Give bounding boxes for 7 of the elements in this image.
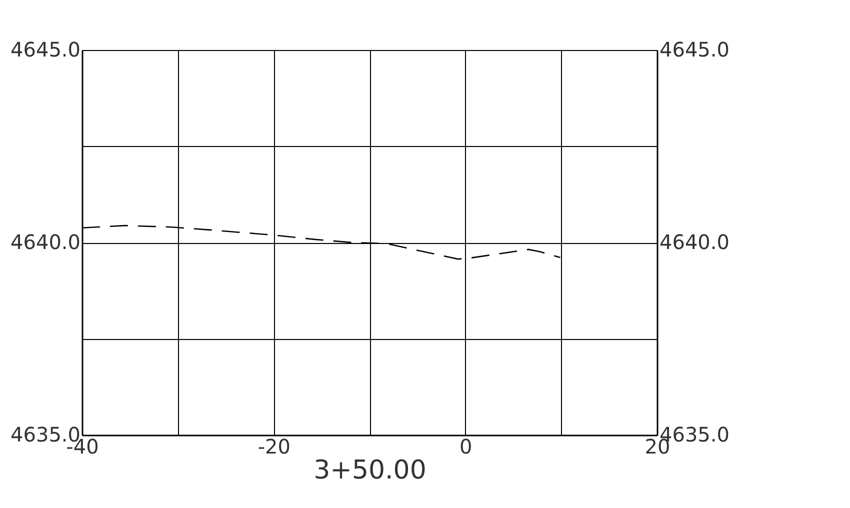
x-axis-title: 3+50.00: [314, 456, 426, 486]
x-tick-label: -20: [258, 434, 291, 458]
y2-tick-label: 4645.0: [660, 38, 730, 62]
y2-tick-label: 4640.0: [660, 230, 730, 254]
y-tick-label: 4645.0: [10, 38, 80, 62]
y-tick-label: 4640.0: [10, 230, 80, 254]
x-tick-label: 0: [459, 434, 472, 458]
